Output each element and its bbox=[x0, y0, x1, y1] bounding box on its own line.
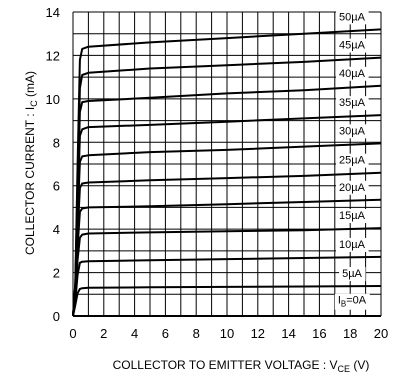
y-tick-label: 4 bbox=[53, 222, 60, 237]
series-label: IB=0A bbox=[334, 293, 370, 310]
y-tick-label: 14 bbox=[46, 5, 60, 20]
series-label: 5µA bbox=[339, 267, 366, 282]
y-tick-label: 12 bbox=[46, 48, 60, 63]
x-tick-label: 6 bbox=[162, 326, 169, 341]
series-label-bg bbox=[336, 180, 369, 195]
series-label-bg bbox=[336, 66, 369, 81]
series-label: 40µA bbox=[336, 66, 369, 81]
series-label-bg bbox=[336, 10, 369, 25]
series-label-text: 15µA bbox=[339, 210, 366, 222]
series-label: 45µA bbox=[336, 38, 369, 53]
series-label-text: 10µA bbox=[339, 239, 366, 251]
x-tick-label: 12 bbox=[251, 326, 265, 341]
series-label: 25µA bbox=[336, 153, 369, 168]
series-label-bg bbox=[336, 38, 369, 53]
series-label: 10µA bbox=[336, 237, 369, 252]
series-label-bg bbox=[334, 293, 370, 310]
y-tick-label: 2 bbox=[53, 266, 60, 281]
series-label-bg bbox=[336, 153, 369, 168]
x-tick-label: 4 bbox=[131, 326, 138, 341]
series-label: 35µA bbox=[336, 96, 369, 111]
series-label: 50µA bbox=[336, 10, 369, 25]
x-tick-label: 10 bbox=[220, 326, 234, 341]
series-label-text: 5µA bbox=[342, 268, 362, 280]
x-tick-label: 2 bbox=[100, 326, 107, 341]
series-label-bg bbox=[336, 96, 369, 111]
series-label-bg bbox=[336, 124, 369, 139]
series-label-bg bbox=[336, 209, 369, 224]
x-tick-label: 0 bbox=[69, 326, 76, 341]
series-line bbox=[72, 285, 382, 317]
x-tick-label: 8 bbox=[193, 326, 200, 341]
series-label-text: 45µA bbox=[339, 40, 366, 52]
series-label-text: 30µA bbox=[339, 125, 366, 137]
series-label: 30µA bbox=[336, 124, 369, 139]
series-label-bg bbox=[336, 237, 369, 252]
x-tick-label: 16 bbox=[312, 326, 326, 341]
x-tick-label: 14 bbox=[281, 326, 295, 341]
series-label-text: 40µA bbox=[339, 68, 366, 80]
y-tick-label: 10 bbox=[46, 92, 60, 107]
x-tick-label: 18 bbox=[343, 326, 357, 341]
curves bbox=[72, 28, 382, 317]
series-label-text: 25µA bbox=[339, 155, 366, 167]
grid bbox=[72, 11, 382, 317]
series-label: 20µA bbox=[336, 180, 369, 195]
series-label-text: IB=0A bbox=[338, 295, 367, 309]
series-label: 15µA bbox=[336, 209, 369, 224]
y-tick-label: 8 bbox=[53, 135, 60, 150]
y-tick-label: 0 bbox=[53, 309, 60, 324]
x-axis-label: COLLECTOR TO EMITTER VOLTAGE : VCE (V) bbox=[113, 358, 370, 374]
series-labels: 50µA 45µA 40µA 35µA 30µA 25µA 20µA 15µA 10µA 5µA I… bbox=[334, 10, 370, 310]
series-label-text: 50µA bbox=[339, 11, 366, 23]
y-tick-label: 6 bbox=[53, 179, 60, 194]
series-label-bg bbox=[339, 267, 366, 282]
series-line bbox=[72, 255, 382, 317]
series-label-text: 35µA bbox=[339, 97, 366, 109]
x-tick-label: 20 bbox=[374, 326, 388, 341]
series-label-text: 20µA bbox=[339, 182, 366, 194]
y-axis-label: COLLECTOR CURRENT : IC (mA) bbox=[23, 71, 39, 255]
tick-labels: 0 2 4 6 8 10 12 14 16 18 20 0 2 4 6 8 10 12 14 bbox=[46, 5, 389, 341]
